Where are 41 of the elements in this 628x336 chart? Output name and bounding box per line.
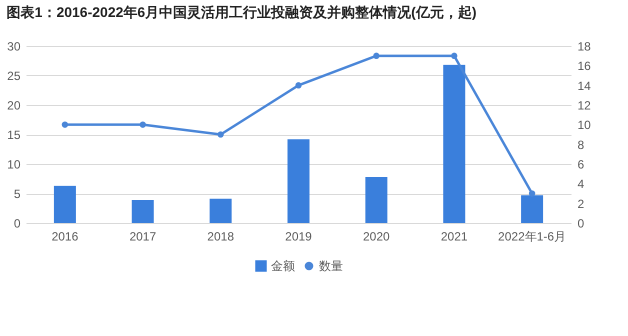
y2-tick-label: 4 (578, 177, 584, 192)
bar (521, 195, 544, 223)
x-tick-label: 2018 (207, 230, 234, 244)
bar (443, 64, 466, 223)
y-tick-label: 5 (14, 187, 21, 201)
x-tick-label: 2020 (363, 230, 390, 244)
bar (132, 200, 154, 223)
y-tick-label: 30 (7, 40, 21, 54)
bar (288, 139, 310, 223)
legend-label: 金额 (271, 259, 295, 273)
y-tick-label: 15 (7, 128, 21, 142)
y-tick-label: 20 (7, 98, 21, 112)
bar (54, 186, 76, 223)
y-tick-label: 10 (7, 158, 21, 172)
point (295, 82, 302, 88)
point (373, 52, 380, 59)
x-tick-label: 2017 (129, 230, 156, 244)
x-tick-label: 2022年1-6月 (498, 230, 566, 244)
y2-tick-label: 16 (578, 59, 592, 74)
x-tick-label: 2019 (285, 230, 312, 244)
y2-tick-label: 12 (578, 98, 592, 112)
y2-tick-label: 2 (578, 196, 584, 211)
point (140, 122, 146, 128)
y-tick-label: 25 (7, 69, 21, 83)
y2-tick-label: 14 (578, 78, 592, 93)
x-tick-label: 2021 (440, 230, 468, 244)
bar (365, 176, 388, 223)
point (217, 131, 224, 138)
y2-tick-label: 6 (578, 158, 584, 172)
x-tick-label: 2016 (52, 230, 79, 244)
y2-tick-label: 8 (578, 138, 584, 152)
point (451, 52, 458, 59)
chart-title: 图表1：2016-2022年6月中国灵活用工行业投融资及并购整体情况(亿元，起) (6, 4, 477, 20)
y2-tick-label: 0 (578, 216, 584, 230)
y-tick-label: 0 (14, 216, 21, 230)
y2-tick-label: 18 (578, 40, 592, 54)
bar (210, 198, 232, 223)
point (528, 190, 536, 197)
point (62, 122, 68, 128)
y2-tick-label: 10 (578, 118, 592, 132)
legend-label: 数量 (319, 259, 343, 273)
